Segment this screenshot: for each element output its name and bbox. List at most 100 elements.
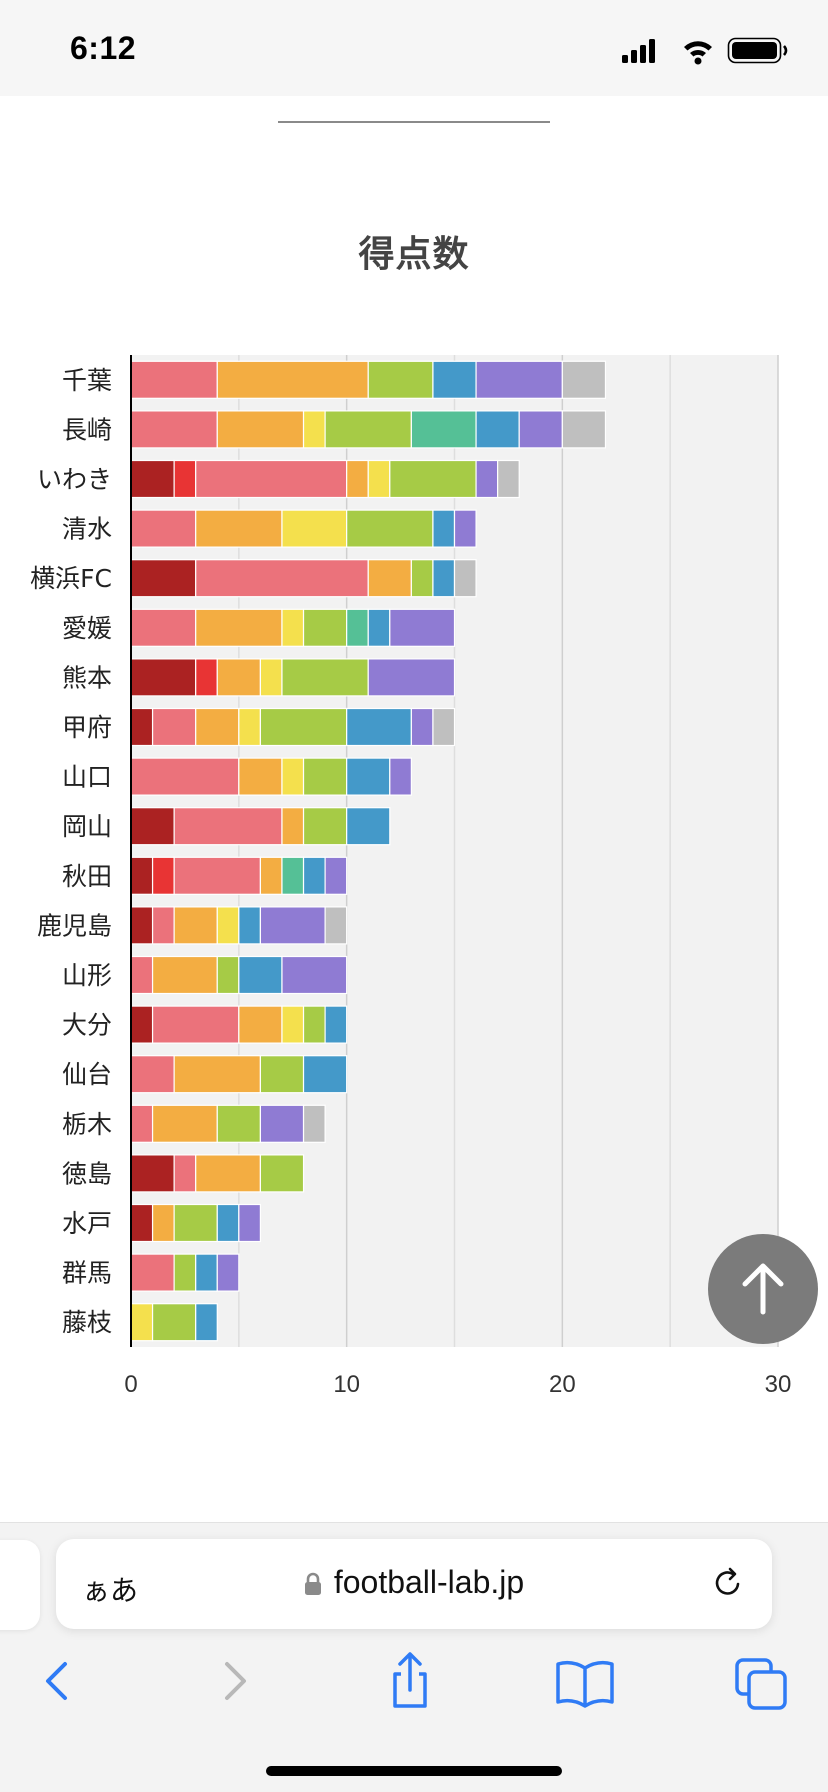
- bar-segment: [324, 906, 348, 945]
- bar-segment: [346, 459, 369, 499]
- bar-segment: [346, 757, 391, 796]
- share-icon[interactable]: [375, 1646, 445, 1716]
- bar-segment: [151, 856, 175, 895]
- book-icon[interactable]: [550, 1646, 620, 1716]
- bar-segment: [432, 559, 456, 598]
- category-label: いわき: [37, 465, 112, 494]
- bar-segment: [367, 360, 434, 399]
- x-tick-label: 10: [333, 1371, 360, 1398]
- bar-segment: [195, 1253, 218, 1292]
- url-display[interactable]: football-lab.jp: [56, 1564, 772, 1601]
- bar-segment: [259, 1104, 305, 1143]
- bar-segment: [561, 410, 607, 449]
- page-settings-button[interactable]: ぁあ: [82, 1575, 139, 1606]
- bar-segment: [367, 658, 456, 697]
- bar-segment: [130, 608, 197, 647]
- bar-segment: [130, 1303, 154, 1342]
- address-bar[interactable]: ぁあ football-lab.jp: [56, 1539, 772, 1629]
- category-label: 仙台: [62, 1060, 112, 1089]
- bar-segment: [130, 807, 175, 846]
- bar-segment: [432, 360, 477, 399]
- bar-segment: [453, 559, 477, 598]
- bar-segment: [302, 807, 348, 846]
- bar-segment: [367, 459, 391, 499]
- bar-segment: [432, 707, 456, 747]
- bar-segment: [389, 608, 456, 647]
- bar-segment: [497, 459, 520, 499]
- x-tick-label: 20: [549, 1371, 576, 1398]
- bar-segment: [151, 1005, 240, 1044]
- bar-segment: [216, 658, 261, 697]
- bar-segment: [389, 757, 412, 796]
- bar-segment: [130, 1253, 175, 1292]
- bar-segment: [324, 410, 412, 449]
- bar-segment: [259, 856, 283, 895]
- bar-segment: [453, 509, 477, 548]
- status-icons: [622, 37, 788, 65]
- home-indicator: [266, 1766, 562, 1776]
- bar-segment: [130, 1055, 175, 1094]
- bar-segment: [130, 707, 154, 747]
- bar-segment: [130, 1104, 154, 1143]
- bar-segment: [195, 658, 218, 697]
- bar-segment: [195, 707, 240, 747]
- bar-segment: [173, 856, 262, 895]
- status-bar: 6:12: [0, 0, 828, 96]
- chevron-left-icon[interactable]: [22, 1646, 92, 1716]
- bar-segment: [130, 509, 197, 548]
- bar-segment: [195, 559, 369, 598]
- bar-segment: [346, 608, 369, 647]
- tabs-icon[interactable]: [727, 1646, 797, 1716]
- bar-segment: [130, 1005, 154, 1044]
- bar-segment: [346, 807, 391, 846]
- bar-segment: [216, 955, 240, 995]
- bar-segment: [173, 807, 283, 846]
- wifi-icon: [684, 41, 712, 65]
- scroll-top-button[interactable]: [708, 1234, 818, 1344]
- bar-segment: [216, 906, 240, 945]
- x-tick-label: 0: [124, 1371, 137, 1398]
- bar-segment: [151, 955, 218, 995]
- reload-icon[interactable]: [708, 1563, 748, 1603]
- category-label: 山形: [62, 961, 112, 990]
- bar-segment: [216, 410, 305, 449]
- category-label: 愛媛: [62, 614, 112, 643]
- bar-segment: [324, 856, 348, 895]
- bar-segment: [238, 707, 261, 747]
- bar-segment: [151, 707, 197, 747]
- category-label: 千葉: [62, 366, 112, 395]
- signal-icon: [622, 39, 655, 63]
- bar-segment: [324, 1005, 348, 1044]
- bar-segment: [238, 955, 283, 995]
- bar-segment: [410, 559, 434, 598]
- bar-segment: [302, 1055, 348, 1094]
- category-label: 栃木: [62, 1110, 112, 1139]
- category-label: 清水: [62, 515, 112, 544]
- url-text: football-lab.jp: [333, 1564, 525, 1600]
- bar-segment: [130, 757, 240, 796]
- bar-segment: [238, 1005, 283, 1044]
- bar-segment: [151, 906, 175, 945]
- category-label: 藤枝: [62, 1308, 112, 1337]
- bar-segment: [130, 410, 218, 449]
- category-label: 横浜FC: [30, 564, 112, 593]
- chevron-right-icon[interactable]: [200, 1646, 270, 1716]
- bar-segment: [195, 608, 283, 647]
- bar-segment: [216, 360, 369, 399]
- bar-segment: [130, 559, 197, 598]
- bar-segment: [173, 906, 218, 945]
- bar-segment: [195, 459, 348, 499]
- category-label: 甲府: [62, 713, 112, 742]
- bar-segment: [259, 1055, 305, 1094]
- bar-segment: [302, 1005, 326, 1044]
- category-label: 群馬: [62, 1259, 112, 1288]
- bar-segment: [216, 1253, 240, 1292]
- category-label: 秋田: [62, 862, 112, 891]
- bar-segment: [259, 1154, 305, 1193]
- category-label: 大分: [62, 1011, 112, 1040]
- bar-segment: [130, 360, 218, 399]
- bar-segment: [259, 658, 283, 697]
- bar-segment: [302, 856, 326, 895]
- previous-tab-preview[interactable]: [0, 1540, 40, 1630]
